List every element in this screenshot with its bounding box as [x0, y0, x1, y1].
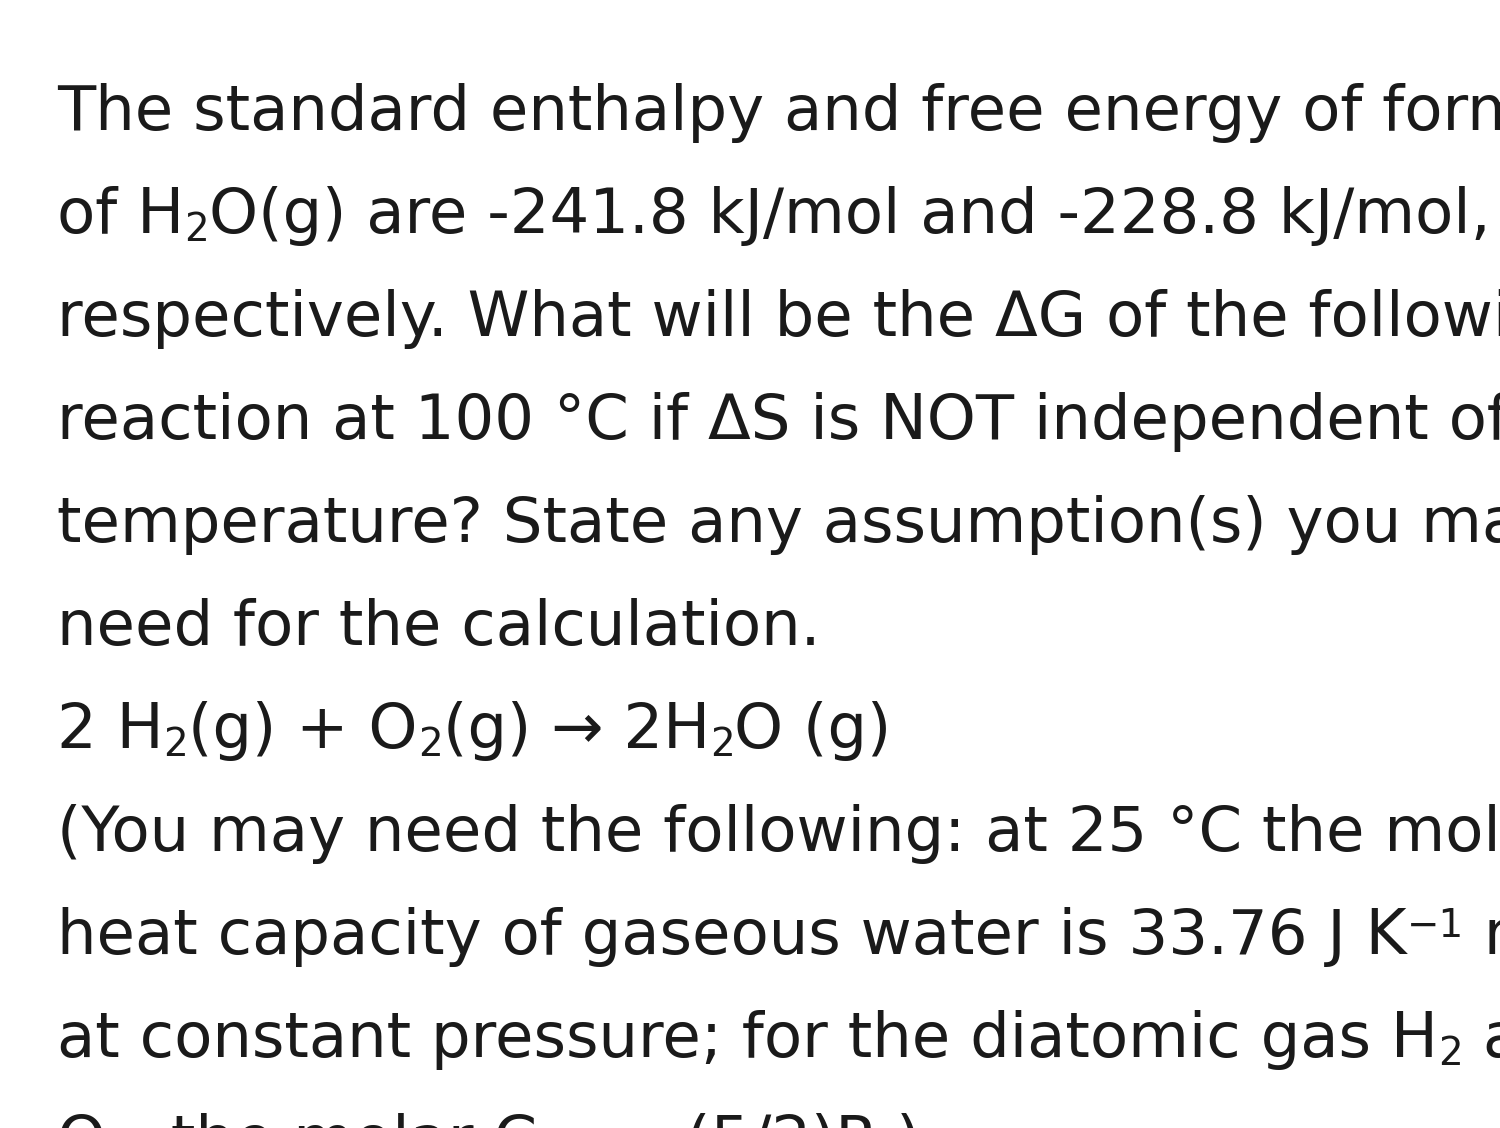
- Text: temperature? State any assumption(s) you may: temperature? State any assumption(s) you…: [57, 495, 1500, 555]
- Text: (g) + O: (g) + O: [189, 700, 418, 761]
- Text: O: O: [57, 1113, 106, 1128]
- Text: −1: −1: [1407, 907, 1464, 945]
- Text: heat capacity of gaseous water is 33.76 J K: heat capacity of gaseous water is 33.76 …: [57, 907, 1407, 967]
- Text: reaction at 100 °C if ΔS is NOT independent of: reaction at 100 °C if ΔS is NOT independ…: [57, 393, 1500, 452]
- Text: The standard enthalpy and free energy of formation: The standard enthalpy and free energy of…: [57, 83, 1500, 143]
- Text: 2 H: 2 H: [57, 700, 164, 761]
- Text: (g) → 2H: (g) → 2H: [442, 700, 710, 761]
- Text: O (g): O (g): [735, 700, 891, 761]
- Text: 2: 2: [1438, 1036, 1462, 1073]
- Text: , the molar C: , the molar C: [130, 1113, 537, 1128]
- Text: O(g) are -241.8 kJ/mol and -228.8 kJ/mol,: O(g) are -241.8 kJ/mol and -228.8 kJ/mol…: [209, 186, 1491, 246]
- Text: at constant pressure; for the diatomic gas H: at constant pressure; for the diatomic g…: [57, 1010, 1438, 1070]
- Text: 2: 2: [419, 726, 442, 764]
- Text: 2: 2: [184, 211, 209, 249]
- Text: 2: 2: [710, 726, 735, 764]
- Text: mol: mol: [1464, 907, 1500, 967]
- Text: (You may need the following: at 25 °C the molar: (You may need the following: at 25 °C th…: [57, 804, 1500, 864]
- Text: of H: of H: [57, 186, 184, 246]
- Text: and: and: [1462, 1010, 1500, 1070]
- Text: need for the calculation.: need for the calculation.: [57, 598, 820, 658]
- Text: 2: 2: [164, 726, 189, 764]
- Text: = (5/2)R.): = (5/2)R.): [594, 1113, 921, 1128]
- Text: respectively. What will be the ΔG of the following: respectively. What will be the ΔG of the…: [57, 289, 1500, 349]
